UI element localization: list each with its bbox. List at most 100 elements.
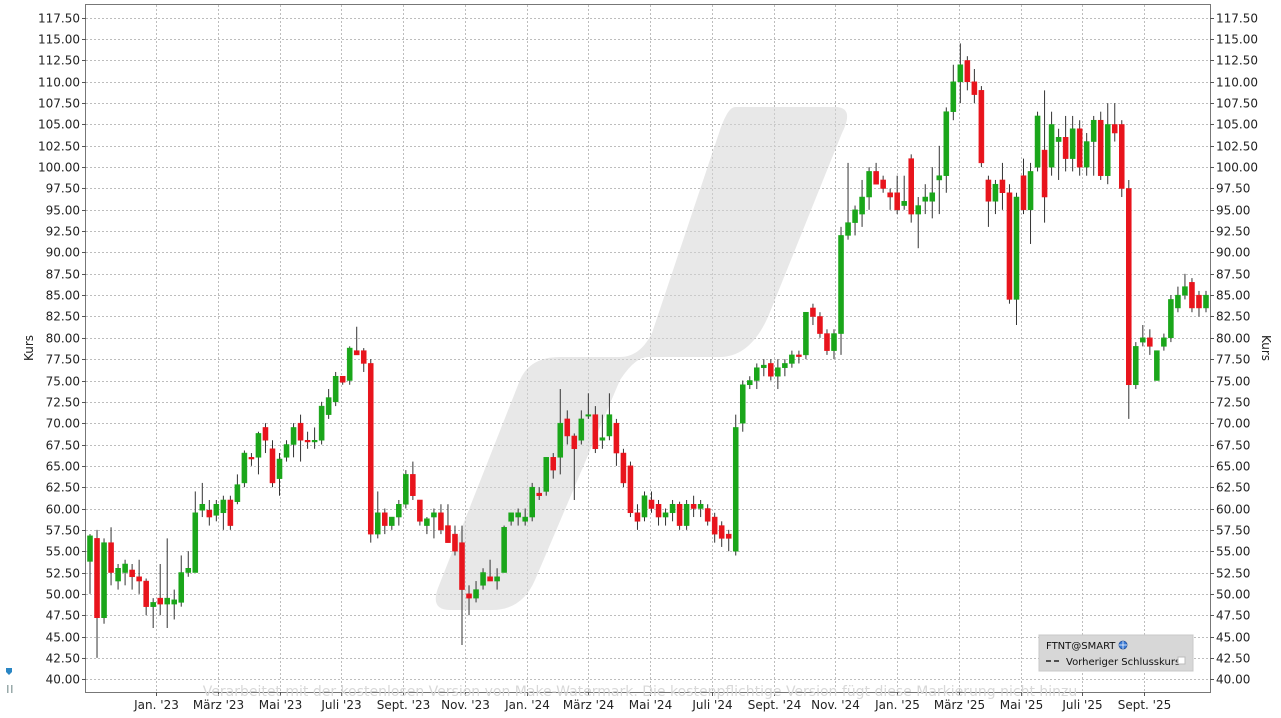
- candle-body: [346, 347, 353, 381]
- y-tick-label-right: 77.50: [1216, 353, 1250, 367]
- candle-body: [1020, 175, 1027, 211]
- candle: [1189, 278, 1195, 313]
- candle-body: [403, 474, 409, 505]
- candle: [550, 453, 557, 479]
- candle-body: [887, 192, 893, 198]
- candle: [1104, 103, 1111, 185]
- candle-body: [1168, 299, 1174, 339]
- candle-body: [206, 509, 213, 518]
- candle: [803, 311, 809, 360]
- candle: [297, 414, 304, 462]
- candle-body: [908, 158, 914, 215]
- candle-body: [817, 316, 823, 334]
- candle-body: [1111, 124, 1118, 134]
- candle-body: [101, 542, 107, 619]
- candle-body: [732, 427, 739, 552]
- candles: [87, 43, 1209, 658]
- candle-body: [810, 307, 816, 317]
- candle: [473, 581, 479, 603]
- candle-body: [1203, 294, 1209, 309]
- candle: [880, 175, 886, 193]
- candle-body: [1118, 124, 1125, 189]
- x-tick-label: Mai '25: [1000, 698, 1043, 712]
- candle: [276, 453, 283, 496]
- candle: [718, 521, 725, 547]
- candle: [1027, 162, 1034, 244]
- candle: [283, 440, 290, 462]
- x-tick-label: Sept. '23: [377, 698, 431, 712]
- y-tick-label-right: 80.00: [1216, 332, 1250, 346]
- candle: [318, 401, 325, 445]
- y-tick-label-right: 57.50: [1216, 524, 1250, 538]
- candle-body: [894, 192, 900, 211]
- candle-body: [529, 486, 535, 518]
- candle: [782, 359, 788, 377]
- candle-body: [971, 81, 978, 95]
- candle: [1140, 325, 1146, 347]
- candle: [775, 359, 781, 390]
- candle: [403, 470, 409, 509]
- y-tick-label-right: 110.00: [1216, 76, 1258, 90]
- candle: [1041, 90, 1048, 223]
- legend-checkbox[interactable]: [1177, 656, 1186, 665]
- pin-icon[interactable]: [6, 668, 13, 693]
- candle-body: [241, 452, 248, 484]
- candle-body: [360, 350, 367, 364]
- candle-body: [1041, 149, 1048, 198]
- y-tick-label-left: 105.00: [38, 118, 80, 132]
- candle-body: [592, 414, 599, 450]
- candle: [382, 508, 388, 535]
- candle-body: [1013, 196, 1020, 300]
- y-tick-label-left: 70.00: [46, 417, 80, 431]
- candle-body: [304, 439, 311, 443]
- candle: [143, 578, 149, 616]
- candle-body: [1055, 137, 1062, 142]
- candle-body: [438, 512, 444, 531]
- candle-body: [550, 457, 557, 471]
- candle-body: [234, 484, 241, 502]
- y-tick-label-right: 55.00: [1216, 545, 1250, 559]
- candle-body: [992, 183, 999, 202]
- candle: [536, 487, 542, 500]
- candle: [999, 162, 1006, 210]
- y-tick-label-left: 92.50: [46, 225, 80, 239]
- candle-body: [950, 81, 957, 112]
- candle: [1168, 295, 1174, 343]
- x-tick-label: Mai '23: [259, 698, 302, 712]
- candle-body: [803, 311, 809, 356]
- candle-body: [339, 375, 346, 383]
- y-tick-label-right: 82.50: [1216, 310, 1250, 324]
- candle: [1203, 290, 1209, 313]
- candle-body: [1076, 128, 1083, 168]
- y-tick-label-left: 57.50: [46, 524, 80, 538]
- candle: [1161, 333, 1167, 351]
- x-tick-label: März '24: [563, 698, 614, 712]
- candle: [859, 179, 865, 227]
- candle: [438, 504, 444, 535]
- candle-body: [901, 201, 907, 206]
- candle-body: [964, 60, 971, 83]
- candle-body: [150, 602, 156, 607]
- candle-body: [564, 418, 571, 437]
- candle: [234, 474, 241, 505]
- candle-body: [585, 414, 592, 417]
- y-tick-label-right: 100.00: [1216, 161, 1258, 175]
- candle-body: [87, 535, 93, 562]
- candle: [831, 329, 837, 360]
- y-tick-label-right: 105.00: [1216, 118, 1258, 132]
- candle-body: [157, 597, 163, 605]
- y-tick-label-left: 110.00: [38, 76, 80, 90]
- y-tick-label-right: 95.00: [1216, 204, 1250, 218]
- candle: [101, 538, 107, 624]
- y-tick-label-left: 50.00: [46, 588, 80, 602]
- candle: [417, 499, 423, 526]
- candle: [943, 107, 950, 193]
- candle: [725, 529, 732, 552]
- x-tick-label: Sept. '25: [1118, 698, 1172, 712]
- candle: [1034, 111, 1041, 172]
- candle-body: [494, 576, 500, 582]
- candle-body: [718, 525, 725, 539]
- candle: [866, 167, 872, 210]
- watermark-text: Verarbeitet mit der kostenlosen Version …: [203, 684, 1078, 700]
- candle-body: [641, 495, 648, 518]
